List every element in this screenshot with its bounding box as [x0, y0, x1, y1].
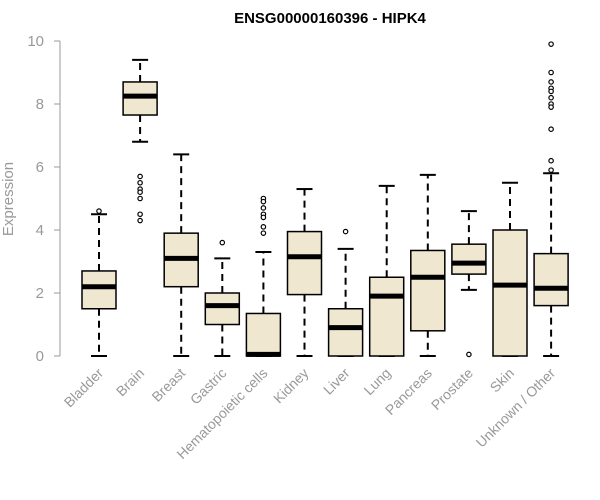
- box-breast: [163, 153, 199, 357]
- box-skin: [492, 181, 528, 357]
- outlier-point: [260, 230, 267, 236]
- outlier-point: [137, 195, 143, 202]
- outlier-point: [466, 351, 472, 358]
- plot-area: [81, 41, 569, 358]
- outlier-point: [260, 224, 267, 230]
- outlier-point: [548, 157, 554, 164]
- box-unknown-other: [533, 41, 569, 357]
- x-category-label: Liver: [320, 365, 353, 398]
- box-iqr: [204, 292, 241, 326]
- outlier-point: [137, 217, 143, 224]
- box-iqr: [327, 308, 364, 357]
- box-lung: [368, 184, 405, 357]
- box-hematopoietic-cells: [245, 195, 282, 357]
- outlier-point: [548, 104, 554, 110]
- y-tick-label: 6: [36, 159, 44, 176]
- box-iqr: [368, 276, 405, 357]
- chart-title: ENSG00000160396 - HIPK4: [234, 10, 426, 27]
- box-iqr: [410, 249, 446, 332]
- outlier-point: [260, 214, 267, 221]
- y-tick-label: 0: [36, 348, 44, 365]
- outlier-point: [260, 205, 267, 211]
- outlier-point: [260, 198, 267, 205]
- y-tick-label: 8: [36, 96, 44, 113]
- y-tick-label: 4: [36, 222, 44, 239]
- outlier-point: [548, 88, 554, 95]
- box-prostate: [451, 210, 487, 358]
- y-tick-label: 10: [27, 33, 44, 50]
- outlier-point: [548, 167, 554, 173]
- box-iqr: [81, 270, 117, 310]
- y-axis-label: Expression: [0, 162, 17, 236]
- outlier-point: [137, 189, 143, 196]
- x-category-label: Skin: [487, 365, 518, 396]
- outlier-point: [96, 208, 102, 214]
- outlier-point: [137, 211, 143, 218]
- box-kidney: [286, 188, 323, 357]
- box-iqr: [286, 230, 323, 296]
- x-category-label: Bladder: [61, 365, 107, 411]
- box-pancreas: [410, 173, 446, 357]
- x-category-label: Brain: [113, 365, 147, 399]
- box-bladder: [81, 208, 117, 357]
- outlier-point: [137, 179, 143, 186]
- box-iqr: [245, 312, 282, 357]
- box-iqr: [451, 243, 487, 275]
- x-category-label: Lung: [360, 365, 393, 398]
- box-iqr: [492, 229, 528, 357]
- outlier-point: [137, 173, 143, 180]
- y-tick-label: 2: [36, 285, 44, 302]
- x-category-label: Prostate: [428, 365, 476, 413]
- outlier-point: [548, 79, 554, 85]
- x-category-label: Breast: [148, 365, 188, 405]
- outlier-point: [548, 41, 554, 47]
- y-axis: 0 2 4 6 8 10: [27, 33, 61, 365]
- x-category-label: Kidney: [270, 365, 312, 407]
- box-gastric: [204, 239, 241, 357]
- box-liver: [327, 228, 364, 357]
- box-brain: [122, 58, 158, 224]
- outlier-point: [219, 239, 226, 246]
- outlier-point: [342, 228, 349, 235]
- box-iqr: [533, 252, 569, 307]
- outlier-point: [548, 94, 554, 101]
- outlier-point: [548, 126, 554, 133]
- outlier-point: [548, 69, 554, 76]
